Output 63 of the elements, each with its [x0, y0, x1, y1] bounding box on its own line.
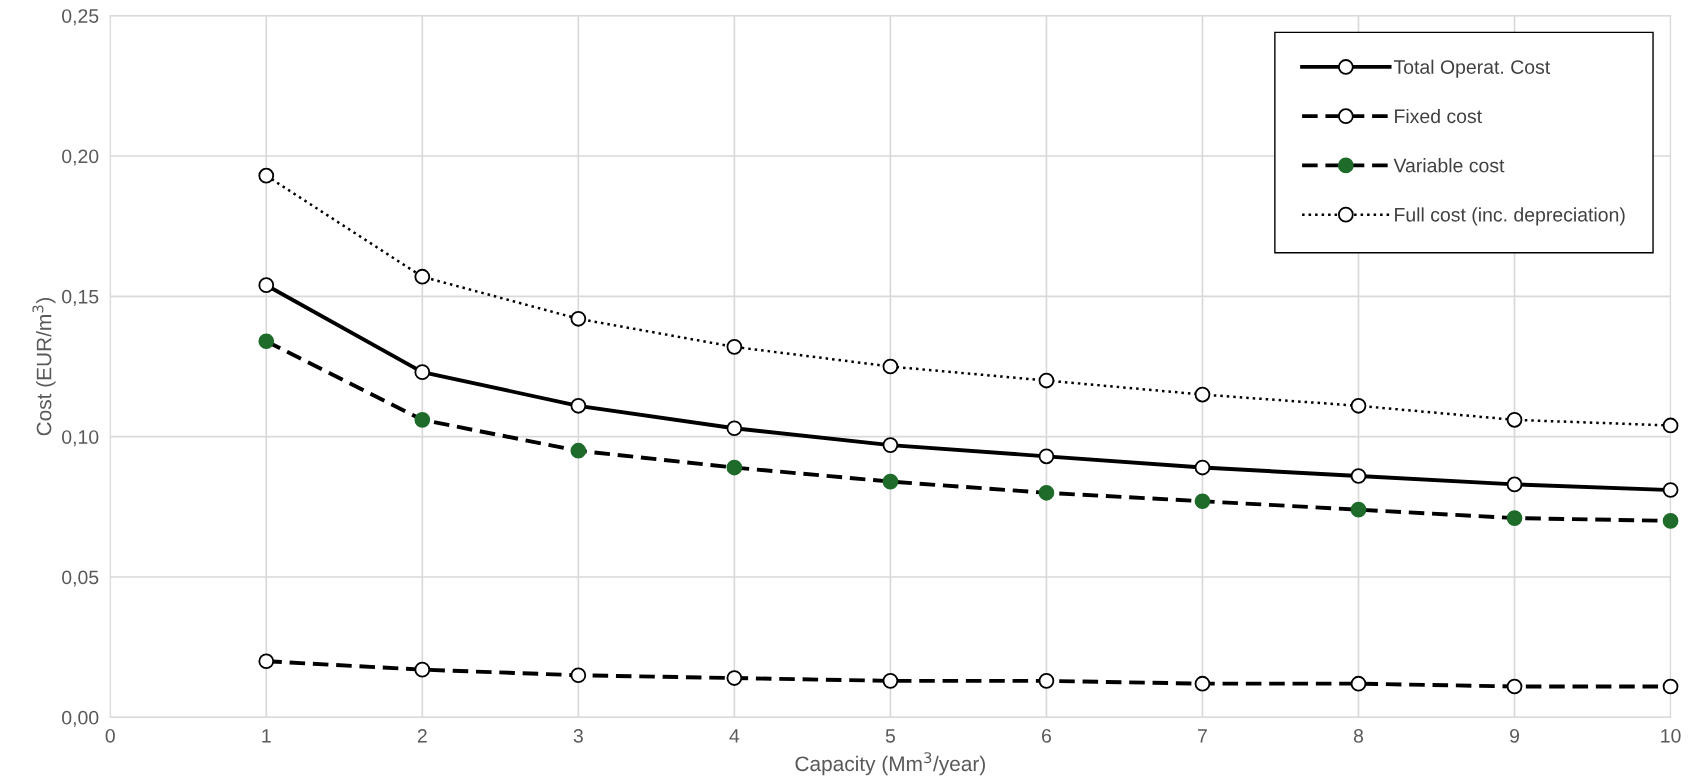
point: [258, 333, 275, 350]
point: [1350, 501, 1367, 518]
x-tick-label: 6: [1042, 728, 1051, 743]
point: [414, 661, 431, 678]
point: [882, 473, 899, 490]
point: [1662, 417, 1679, 434]
x-tick-label: 1: [262, 729, 271, 743]
x-tick-label: 5: [885, 729, 895, 743]
y-tick-label: 0,20: [62, 149, 99, 166]
point: [570, 667, 587, 684]
point: [1038, 372, 1055, 389]
point: [414, 364, 431, 380]
point: [726, 339, 743, 355]
point: [1662, 678, 1679, 695]
x-axis-title: Capacity (Mm$^{3}$/year): [795, 752, 985, 776]
point: [726, 459, 743, 476]
point: [414, 268, 431, 285]
point: [726, 420, 743, 437]
point: [258, 167, 275, 184]
x-tick-label: 9: [1510, 728, 1520, 743]
point: [1194, 493, 1211, 510]
point: [882, 358, 899, 375]
point: [258, 277, 275, 293]
point: [1506, 476, 1523, 493]
point: [1194, 459, 1211, 476]
y-tick-label: 0,05: [62, 570, 99, 587]
x-tick-label: 3: [573, 728, 583, 743]
legend-label: Fixed cost: [1395, 108, 1482, 124]
point: [570, 310, 587, 327]
point: [1038, 673, 1055, 689]
y-tick-label: 0,00: [62, 710, 99, 727]
point: [1506, 678, 1523, 695]
legend-label: Total Operat. Cost: [1393, 59, 1551, 78]
x-tick-label: 10: [1661, 728, 1681, 743]
point: [882, 673, 899, 689]
point: [1194, 675, 1211, 692]
point: [258, 653, 275, 670]
point: [1038, 448, 1055, 465]
point: [414, 411, 431, 428]
y-tick-label: 0,25: [62, 9, 99, 26]
point: [1038, 484, 1055, 501]
point: [570, 442, 587, 459]
point: [1506, 411, 1523, 428]
point: [1350, 468, 1367, 484]
x-tick-label: 7: [1198, 729, 1207, 743]
y-tick-label: 0,15: [62, 289, 99, 306]
x-tick-label: 8: [1353, 728, 1364, 743]
x-tick-label: 0: [105, 728, 115, 743]
y-tick-label: 0,10: [62, 430, 99, 447]
point: [1506, 510, 1523, 526]
x-tick-label: 4: [729, 729, 740, 743]
x-tick-label: 2: [417, 728, 427, 743]
point: [570, 397, 587, 414]
point: [1194, 386, 1211, 403]
point: [1350, 397, 1367, 414]
legend-label: Variable cost: [1393, 158, 1505, 173]
point: [1662, 513, 1679, 529]
point: [726, 670, 743, 686]
legend-label: Full cost (inc. depreciation): [1395, 207, 1625, 226]
point: [1662, 482, 1679, 498]
point: [882, 437, 899, 453]
y-axis-title: Cost (EUR/m$^{3}$): [32, 298, 56, 436]
point: [1350, 675, 1367, 692]
